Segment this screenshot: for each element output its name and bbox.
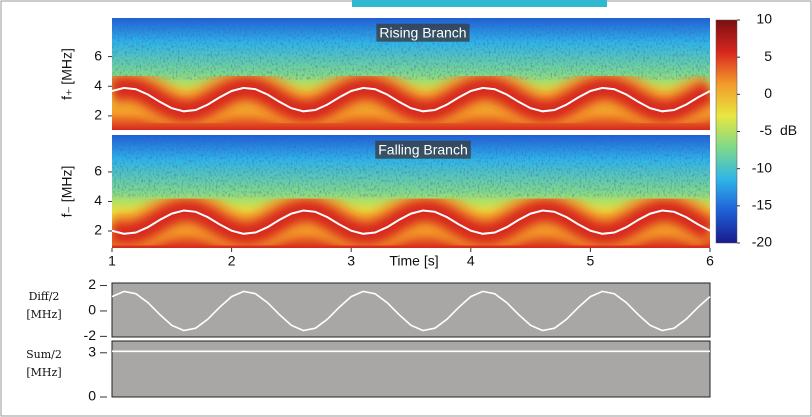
x-tick-label: 6	[706, 253, 714, 269]
colorbar-tick-label: -10	[752, 159, 772, 175]
series-line	[111, 290, 711, 332]
x-tick-label: 4	[467, 253, 475, 269]
y-tick-label: 0	[88, 388, 96, 404]
y-tick-label: 6	[94, 47, 102, 63]
y-tick-label: 2	[94, 222, 102, 238]
annotation: Rising Branch	[379, 25, 466, 41]
y-axis-label: [MHz]	[26, 308, 61, 321]
annotation-box	[376, 23, 470, 42]
colorbar	[715, 19, 738, 244]
y-axis-label: f₋ [MHz]	[59, 166, 75, 218]
y-axis-label: Diff/2	[29, 290, 60, 303]
y-tick-label: 2	[94, 107, 102, 123]
colorbar-tick-label: -5	[760, 122, 773, 138]
x-tick-label: 2	[228, 253, 236, 269]
header-strip	[352, 0, 607, 7]
colorbar-label: dB	[780, 122, 797, 138]
y-axis-label: Sum/2	[26, 348, 62, 361]
branch-line	[112, 209, 710, 235]
colorbar-tick-label: 5	[764, 48, 772, 64]
annotation: Falling Branch	[378, 142, 468, 158]
colorbar-tick-label: -15	[752, 197, 772, 213]
y-tick-label: 6	[94, 163, 102, 179]
plot-background	[111, 282, 711, 338]
y-tick-label: -2	[84, 327, 97, 343]
y-tick-label: 3	[88, 343, 96, 359]
x-tick-label: 1	[108, 253, 116, 269]
y-axis-label: [MHz]	[26, 366, 61, 379]
colorbar-tick-label: -20	[752, 234, 772, 250]
x-axis-label: Time [s]	[389, 253, 438, 269]
plot-background	[111, 340, 711, 398]
x-tick-label: 5	[587, 253, 595, 269]
colorbar-tick-label: 0	[764, 85, 772, 101]
y-tick-label: 4	[94, 192, 102, 208]
annotation-box	[375, 140, 471, 159]
y-tick-label: 4	[94, 77, 102, 93]
branch-line	[112, 86, 710, 113]
y-axis-label: f₊ [MHz]	[59, 48, 75, 100]
colorbar-tick-label: 10	[756, 11, 772, 27]
x-tick-label: 3	[347, 253, 355, 269]
y-tick-label: 2	[88, 276, 96, 292]
y-tick-label: 0	[88, 302, 96, 318]
